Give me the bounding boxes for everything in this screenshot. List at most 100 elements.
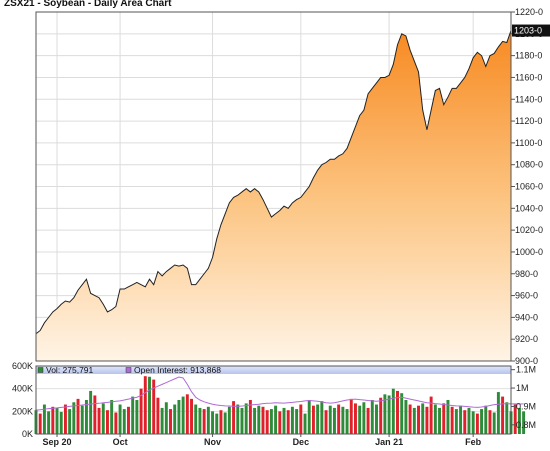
volume-bar-112 — [505, 402, 509, 434]
volume-tick-label-1: 200K — [12, 406, 33, 416]
price-tick-label-4: 980-0 — [515, 269, 538, 279]
volume-bar-31 — [164, 402, 168, 434]
open-interest-y-axis: 0.8M 0.9M 1M 1.1M — [511, 365, 536, 430]
volume-bar-94 — [429, 396, 433, 434]
oi-tick-label-1: 0.9M — [516, 401, 536, 411]
volume-bar-42 — [211, 411, 215, 434]
volume-bar-71 — [332, 407, 336, 434]
volume-tick-label-2: 400K — [12, 384, 33, 394]
volume-bar-1 — [38, 413, 42, 434]
price-tick-label-5: 1000-0 — [515, 247, 543, 257]
volume-bar-33 — [173, 404, 177, 434]
volume-bar-51 — [248, 400, 252, 434]
volume-bar-106 — [480, 409, 484, 434]
price-tick-label-9: 1080-0 — [515, 160, 543, 170]
volume-bar-64 — [303, 413, 307, 434]
volume-tick-label-0: 0K — [22, 429, 33, 439]
volume-bar-62 — [295, 409, 299, 434]
price-tick-label-16: 1220-0 — [515, 7, 543, 17]
volume-bar-115 — [517, 407, 521, 434]
volume-bar-9 — [72, 402, 76, 434]
legend-vol-label: Vol: 275,791 — [46, 365, 94, 375]
volume-bar-8 — [68, 409, 72, 434]
volume-bar-45 — [223, 412, 227, 434]
volume-bar-76 — [354, 403, 357, 434]
volume-bar-10 — [76, 398, 80, 434]
price-area — [35, 30, 512, 361]
volume-bar-41 — [206, 406, 210, 434]
volume-bar-32 — [169, 409, 172, 434]
volume-bar-114 — [513, 404, 517, 434]
volume-bar-73 — [341, 406, 345, 434]
volume-bar-86 — [396, 390, 399, 434]
volume-bar-23 — [131, 396, 135, 434]
oi-tick-label-0: 0.8M — [516, 420, 536, 430]
volume-bar-14 — [93, 395, 97, 434]
price-y-axis: 900-0 920-0 940-0 960-0 980-0 1000-0 1020-0 104… — [511, 7, 550, 366]
legend-oi-label: Open Interest: 913,868 — [134, 365, 221, 375]
volume-bar-100 — [454, 409, 458, 434]
volume-bar-96 — [438, 407, 442, 434]
volume-bar-3 — [47, 411, 51, 434]
volume-bar-26 — [143, 376, 147, 434]
volume-bar-89 — [408, 404, 412, 434]
x-tick-label-0: Sep 20 — [43, 437, 72, 447]
volume-bar-28 — [152, 379, 156, 434]
volume-bar-40 — [202, 409, 206, 434]
x-tick-label-3: Dec — [293, 437, 310, 447]
volume-bar-54 — [261, 406, 265, 434]
volume-bar-49 — [240, 407, 244, 434]
volume-bar-36 — [185, 394, 189, 434]
volume-bar-13 — [89, 390, 93, 434]
volume-bar-11 — [80, 405, 84, 434]
price-tick-label-14: 1180-0 — [515, 51, 542, 61]
volume-bar-83 — [383, 394, 387, 434]
volume-bar-34 — [177, 400, 181, 434]
volume-bar-72 — [337, 404, 341, 434]
volume-bar-80 — [370, 400, 374, 434]
date-x-axis: Sep 20 Oct Nov Dec Jan 21 Feb — [43, 434, 482, 447]
volume-bar-74 — [345, 409, 349, 434]
volume-bar-47 — [232, 401, 236, 434]
volume-bar-66 — [311, 405, 315, 434]
volume-bar-97 — [442, 403, 446, 434]
volume-bar-19 — [114, 412, 118, 434]
volume-bar-107 — [484, 405, 488, 434]
price-tick-label-10: 1100-0 — [515, 138, 542, 148]
chart-title: ZSX21 - Soybean - Daily Area Chart — [4, 0, 172, 9]
volume-bar-98 — [446, 400, 450, 434]
volume-bar-65 — [307, 400, 311, 434]
legend-oi-swatch — [125, 367, 132, 373]
volume-bar-103 — [467, 407, 471, 434]
volume-bar-102 — [463, 410, 467, 434]
volume-bar-15 — [97, 407, 101, 434]
volume-bar-21 — [122, 409, 126, 434]
volume-bar-88 — [404, 400, 408, 434]
volume-bar-75 — [349, 398, 353, 434]
volume-bar-70 — [328, 405, 332, 434]
volume-bar-99 — [450, 406, 454, 434]
volume-bar-63 — [299, 404, 303, 434]
volume-bar-58 — [278, 411, 282, 434]
volume-bar-84 — [387, 395, 391, 434]
volume-bar-61 — [290, 406, 294, 434]
volume-bar-110 — [496, 392, 500, 434]
price-tick-label-0: 900-0 — [515, 356, 538, 366]
volume-bar-20 — [118, 404, 122, 434]
volume-bar-17 — [105, 410, 109, 434]
open-interest-line — [35, 376, 524, 411]
volume-bar-50 — [244, 403, 248, 434]
volume-bar-56 — [269, 409, 273, 434]
volume-bar-60 — [286, 410, 290, 434]
volume-bar-91 — [417, 405, 420, 434]
volume-bar-2 — [42, 404, 46, 434]
volume-bar-30 — [160, 407, 164, 434]
volume-bar-43 — [215, 413, 219, 434]
volume-bar-69 — [324, 410, 328, 434]
price-line — [35, 30, 512, 335]
last-price-label: 1203-0 — [514, 26, 542, 36]
x-tick-label-5: Feb — [465, 437, 482, 447]
volume-legend: Vol: 275,791 Open Interest: 913,868 — [36, 365, 511, 375]
